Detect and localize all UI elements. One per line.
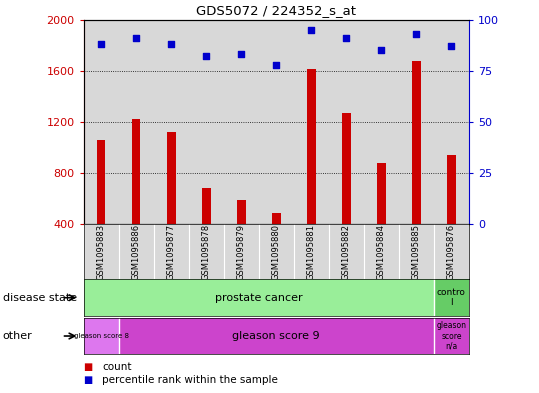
Bar [132, 119, 141, 224]
Point [167, 41, 176, 47]
Text: GSM1095876: GSM1095876 [447, 224, 456, 279]
Point [412, 31, 421, 37]
Text: GSM1095878: GSM1095878 [202, 224, 211, 279]
Text: GSM1095884: GSM1095884 [377, 224, 386, 279]
Point [447, 43, 456, 50]
Bar [447, 155, 456, 224]
Text: gleason score 9: gleason score 9 [232, 331, 320, 341]
Point [272, 61, 281, 68]
Text: prostate cancer: prostate cancer [215, 293, 302, 303]
Text: contro
l: contro l [437, 288, 466, 307]
Bar [342, 113, 351, 224]
Bar [84, 318, 119, 354]
Text: GSM1095879: GSM1095879 [237, 224, 246, 279]
Point [377, 47, 386, 53]
Text: GSM1095885: GSM1095885 [412, 224, 421, 279]
Title: GDS5072 / 224352_s_at: GDS5072 / 224352_s_at [196, 4, 356, 17]
Point [307, 27, 316, 33]
Bar [377, 163, 386, 224]
Text: GSM1095883: GSM1095883 [96, 224, 106, 279]
Text: ■: ■ [84, 375, 93, 386]
Bar [167, 132, 176, 224]
Point [342, 35, 351, 41]
Point [237, 51, 246, 57]
Bar [119, 318, 434, 354]
Bar [434, 279, 469, 316]
Bar [237, 200, 246, 224]
Point [132, 35, 140, 41]
Text: GSM1095880: GSM1095880 [272, 224, 281, 279]
Bar [434, 318, 469, 354]
Bar [202, 188, 211, 224]
Text: count: count [102, 362, 132, 373]
Text: GSM1095877: GSM1095877 [167, 224, 176, 279]
Bar [412, 61, 421, 224]
Text: ■: ■ [84, 362, 93, 373]
Text: GSM1095881: GSM1095881 [307, 224, 316, 279]
Bar [272, 213, 281, 224]
Point [202, 53, 211, 60]
Text: gleason
score
n/a: gleason score n/a [437, 321, 466, 351]
Text: GSM1095882: GSM1095882 [342, 224, 351, 279]
Bar [96, 140, 106, 224]
Text: percentile rank within the sample: percentile rank within the sample [102, 375, 278, 386]
Text: GSM1095886: GSM1095886 [132, 224, 141, 279]
Text: other: other [3, 331, 32, 341]
Text: disease state: disease state [3, 293, 77, 303]
Text: gleason score 8: gleason score 8 [73, 333, 129, 339]
Point [97, 41, 106, 47]
Bar [307, 70, 316, 224]
